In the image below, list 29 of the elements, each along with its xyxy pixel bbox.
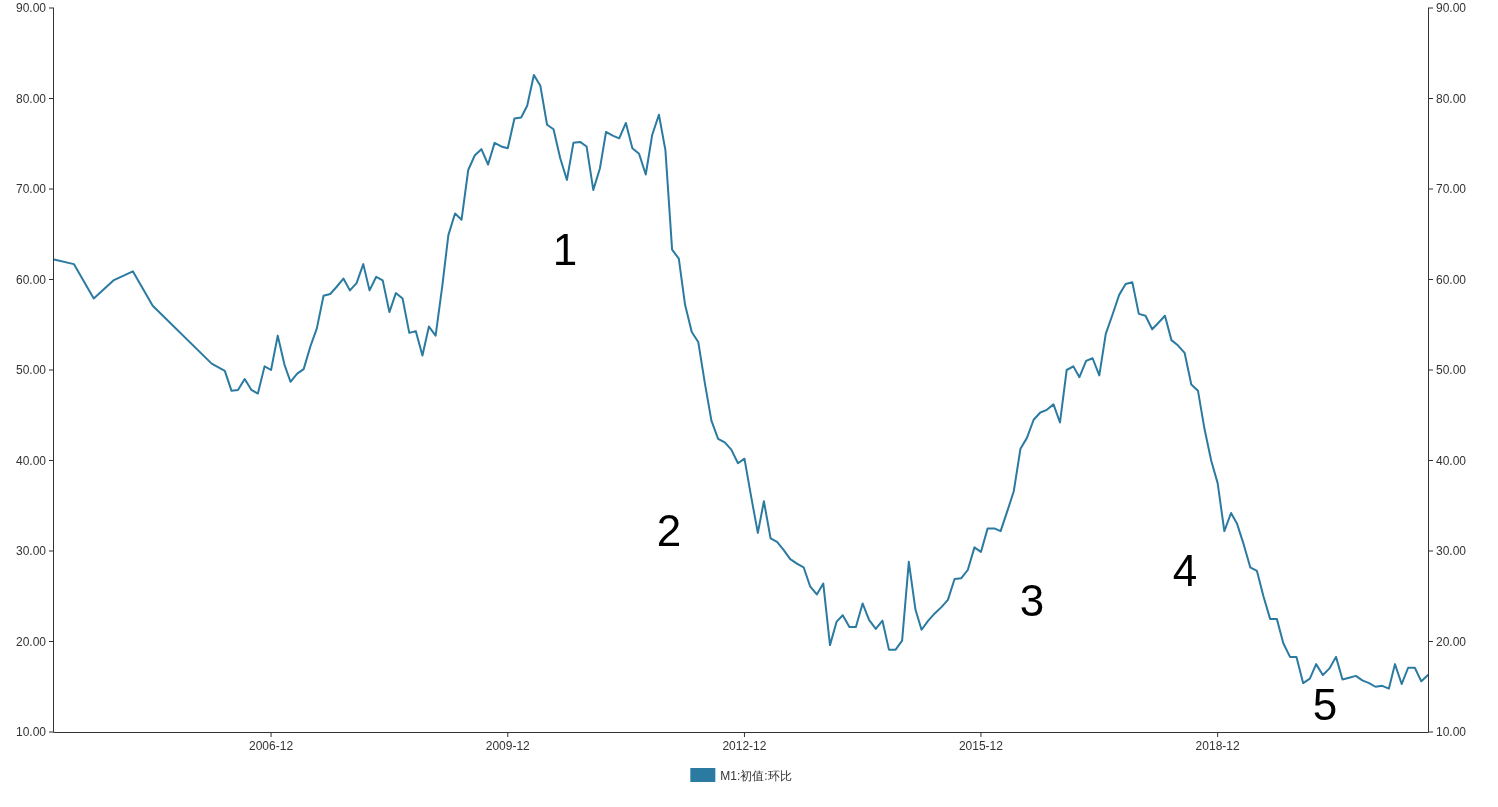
y-tick-label: 70.00 xyxy=(15,182,47,196)
y-tick-label: 30.00 xyxy=(15,544,47,558)
annotation: 2 xyxy=(656,505,682,555)
x-tick-label: 2015-12 xyxy=(958,739,1004,753)
x-tick-label: 2009-12 xyxy=(485,739,531,753)
y2-tick-label: 40.00 xyxy=(1436,453,1467,468)
x-tick-label: 2006-12 xyxy=(249,739,294,753)
y-tick-label: 10.00 xyxy=(15,725,47,739)
y2-tick-label: 10.00 xyxy=(1436,725,1467,739)
y-tick-label: 60.00 xyxy=(15,272,47,287)
y-tick-label: 20.00 xyxy=(15,634,47,649)
y2-tick-label: 30.00 xyxy=(1436,544,1467,558)
y-tick-label: 90.00 xyxy=(15,1,47,15)
annotation: 4 xyxy=(1172,545,1198,595)
x-tick-label: 2018-12 xyxy=(1195,739,1240,753)
y2-tick-label: 50.00 xyxy=(1436,363,1467,377)
y-tick-label: 80.00 xyxy=(15,91,47,106)
y2-tick-label: 60.00 xyxy=(1436,272,1467,287)
annotation: 1 xyxy=(552,224,578,274)
legend-label: M1:初值:环比 xyxy=(720,768,792,783)
y2-tick-label: 80.00 xyxy=(1436,91,1467,106)
y2-tick-label: 90.00 xyxy=(1436,1,1467,15)
y2-tick-label: 70.00 xyxy=(1436,182,1467,196)
y-tick-label: 40.00 xyxy=(15,453,47,468)
x-tick-label: 2012-12 xyxy=(722,739,767,753)
y2-tick-label: 20.00 xyxy=(1436,634,1467,649)
annotation: 3 xyxy=(1019,575,1045,625)
annotation: 5 xyxy=(1312,679,1338,729)
y-tick-label: 50.00 xyxy=(15,363,47,377)
